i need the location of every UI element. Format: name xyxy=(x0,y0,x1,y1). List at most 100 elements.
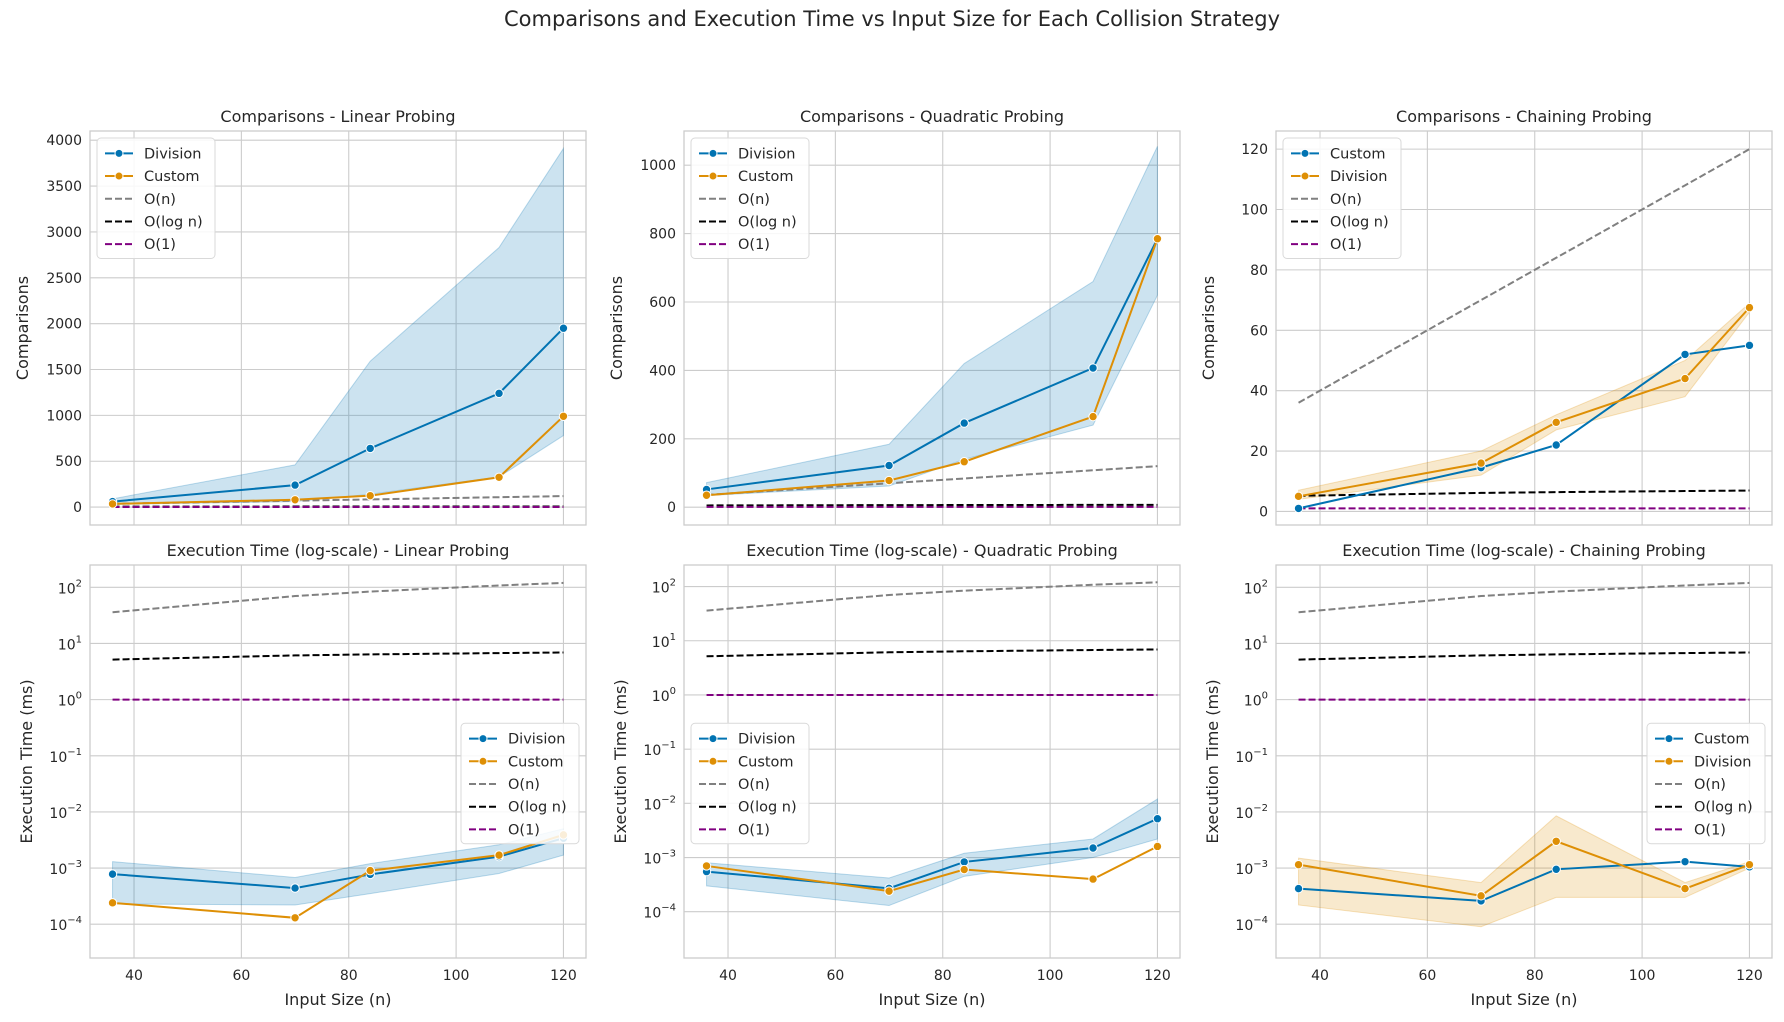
legend-label-division: Division xyxy=(1330,169,1387,185)
ci-band-division xyxy=(112,828,564,906)
legend-marker-custom xyxy=(708,171,718,181)
point-custom-84 xyxy=(1551,440,1561,450)
legend-label-custom: Custom xyxy=(1330,146,1386,162)
point-custom-36 xyxy=(107,898,118,908)
point-custom-70 xyxy=(290,495,300,505)
legend-label-o-n: O(n) xyxy=(144,192,176,208)
legend-box xyxy=(1646,722,1766,845)
point-division-36 xyxy=(107,869,118,879)
point-custom-70 xyxy=(884,475,894,486)
y-tick-label: 10−3 xyxy=(49,859,82,878)
x-tick-label: 80 xyxy=(1526,968,1544,984)
legend-label-o-log-n: O(log n) xyxy=(738,800,797,816)
x-axis-label: Input Size (n) xyxy=(284,990,391,1009)
y-axis-label: Comparisons xyxy=(13,276,32,380)
point-division-70 xyxy=(884,460,894,471)
y-tick-label: 101 xyxy=(652,632,676,651)
legend-marker-division xyxy=(708,734,718,744)
x-tick-label: 60 xyxy=(826,968,844,984)
legend-marker-custom xyxy=(1300,148,1310,158)
series-line-o-n xyxy=(1298,148,1750,404)
ci-band-division xyxy=(706,798,1158,907)
point-custom-36 xyxy=(107,499,118,509)
panel-title: Execution Time (log-scale) - Linear Prob… xyxy=(167,541,510,560)
legend-label-custom: Custom xyxy=(1694,732,1750,748)
series-line-o-n xyxy=(706,465,1158,496)
legend-label-o-n: O(n) xyxy=(1330,192,1362,208)
legend-label-division: Division xyxy=(1694,754,1751,770)
y-tick-label: 102 xyxy=(652,578,676,597)
point-division-84 xyxy=(959,418,969,428)
panel-cmp-linear: 0 500 1000 1500 2000 2500 3000 3500 4000 Comparis… xyxy=(13,107,587,526)
y-tick-label: 1500 xyxy=(46,363,82,379)
panel-time-quadratic: 40 60 80 100 120 10−4 10−3 10−2 10−1 100 101 102 Exe… xyxy=(611,541,1181,1009)
legend-label-division: Division xyxy=(738,146,795,162)
legend-marker-division xyxy=(1664,756,1674,766)
y-tick-label: 102 xyxy=(58,578,82,597)
legend-marker-division xyxy=(478,734,488,744)
axes-frame xyxy=(89,564,587,959)
legend-marker-custom xyxy=(708,756,718,766)
plot-area xyxy=(701,146,1163,508)
point-division-108 xyxy=(1088,843,1098,853)
y-tick-label: 101 xyxy=(58,634,82,653)
point-custom-120 xyxy=(1744,340,1755,351)
y-tick-label: 800 xyxy=(649,227,676,243)
point-division-70 xyxy=(290,883,300,893)
point-custom-108 xyxy=(494,850,504,860)
legend-label-o-n: O(n) xyxy=(1694,777,1726,793)
legend-box xyxy=(690,137,810,259)
panel-time-chaining: 40 60 80 100 120 10−4 10−3 10−2 10−1 100 101 102 Exe… xyxy=(1203,541,1773,1009)
y-tick-label: 40 xyxy=(1250,384,1268,400)
legend-label-o-1: O(1) xyxy=(1330,237,1362,253)
legend-box xyxy=(96,137,216,259)
point-division-108 xyxy=(1680,373,1690,384)
x-tick-label: 60 xyxy=(232,968,250,984)
plot-area xyxy=(1293,581,1755,928)
point-custom-108 xyxy=(1680,349,1690,360)
plot-area xyxy=(107,146,569,509)
panel-cmp-quadratic: 0 200 400 600 800 1000 Comparisons - Quadratic… xyxy=(607,107,1181,526)
point-division-108 xyxy=(1088,363,1098,373)
point-division-70 xyxy=(290,480,300,490)
legend-label-o-1: O(1) xyxy=(508,822,540,838)
legend-label-o-1: O(1) xyxy=(738,822,770,838)
point-custom-84 xyxy=(365,865,375,876)
x-tick-label: 80 xyxy=(934,968,952,984)
legend: Division Custom O(n) O(log n) O(1) xyxy=(690,137,810,259)
legend-marker-custom xyxy=(114,171,124,181)
point-custom-108 xyxy=(1680,856,1690,867)
series-line-o-n xyxy=(706,581,1158,612)
y-tick-label: 100 xyxy=(1244,691,1268,710)
plot-area xyxy=(701,581,1163,907)
y-tick-label: 0 xyxy=(667,500,676,516)
legend: Division Custom O(n) O(log n) O(1) xyxy=(460,722,580,845)
point-division-84 xyxy=(365,443,375,454)
point-custom-120 xyxy=(1152,841,1163,852)
legend: Division Custom O(n) O(log n) O(1) xyxy=(96,137,216,259)
legend: Division Custom O(n) O(log n) O(1) xyxy=(690,722,810,845)
y-tick-label: 10−4 xyxy=(643,903,676,922)
point-custom-84 xyxy=(959,457,969,467)
y-tick-label: 80 xyxy=(1250,263,1268,279)
panel-cmp-chaining: 0 20 40 60 80 100 120 Comparisons - Chaining Pr… xyxy=(1199,107,1773,526)
legend-label-division: Division xyxy=(144,146,201,162)
point-custom-120 xyxy=(1152,234,1163,244)
y-tick-label: 102 xyxy=(1244,578,1268,597)
y-tick-label: 100 xyxy=(58,691,82,710)
axes-frame xyxy=(1275,564,1773,959)
legend: Custom Division O(n) O(log n) O(1) xyxy=(1282,137,1402,259)
series-line-o-log-n xyxy=(706,648,1158,658)
ci-band-division xyxy=(1298,301,1750,500)
x-tick-label: 120 xyxy=(550,968,577,984)
legend-label-o-1: O(1) xyxy=(738,237,770,253)
series-line-o-n xyxy=(112,581,564,614)
x-tick-label: 40 xyxy=(719,968,737,984)
point-custom-36 xyxy=(1293,883,1304,894)
y-tick-label: 10−1 xyxy=(643,740,676,759)
x-tick-label: 40 xyxy=(125,968,143,984)
y-tick-label: 3000 xyxy=(46,225,82,241)
legend-marker-division xyxy=(114,148,124,158)
legend-label-o-1: O(1) xyxy=(1694,822,1726,838)
y-tick-label: 120 xyxy=(1241,142,1268,158)
